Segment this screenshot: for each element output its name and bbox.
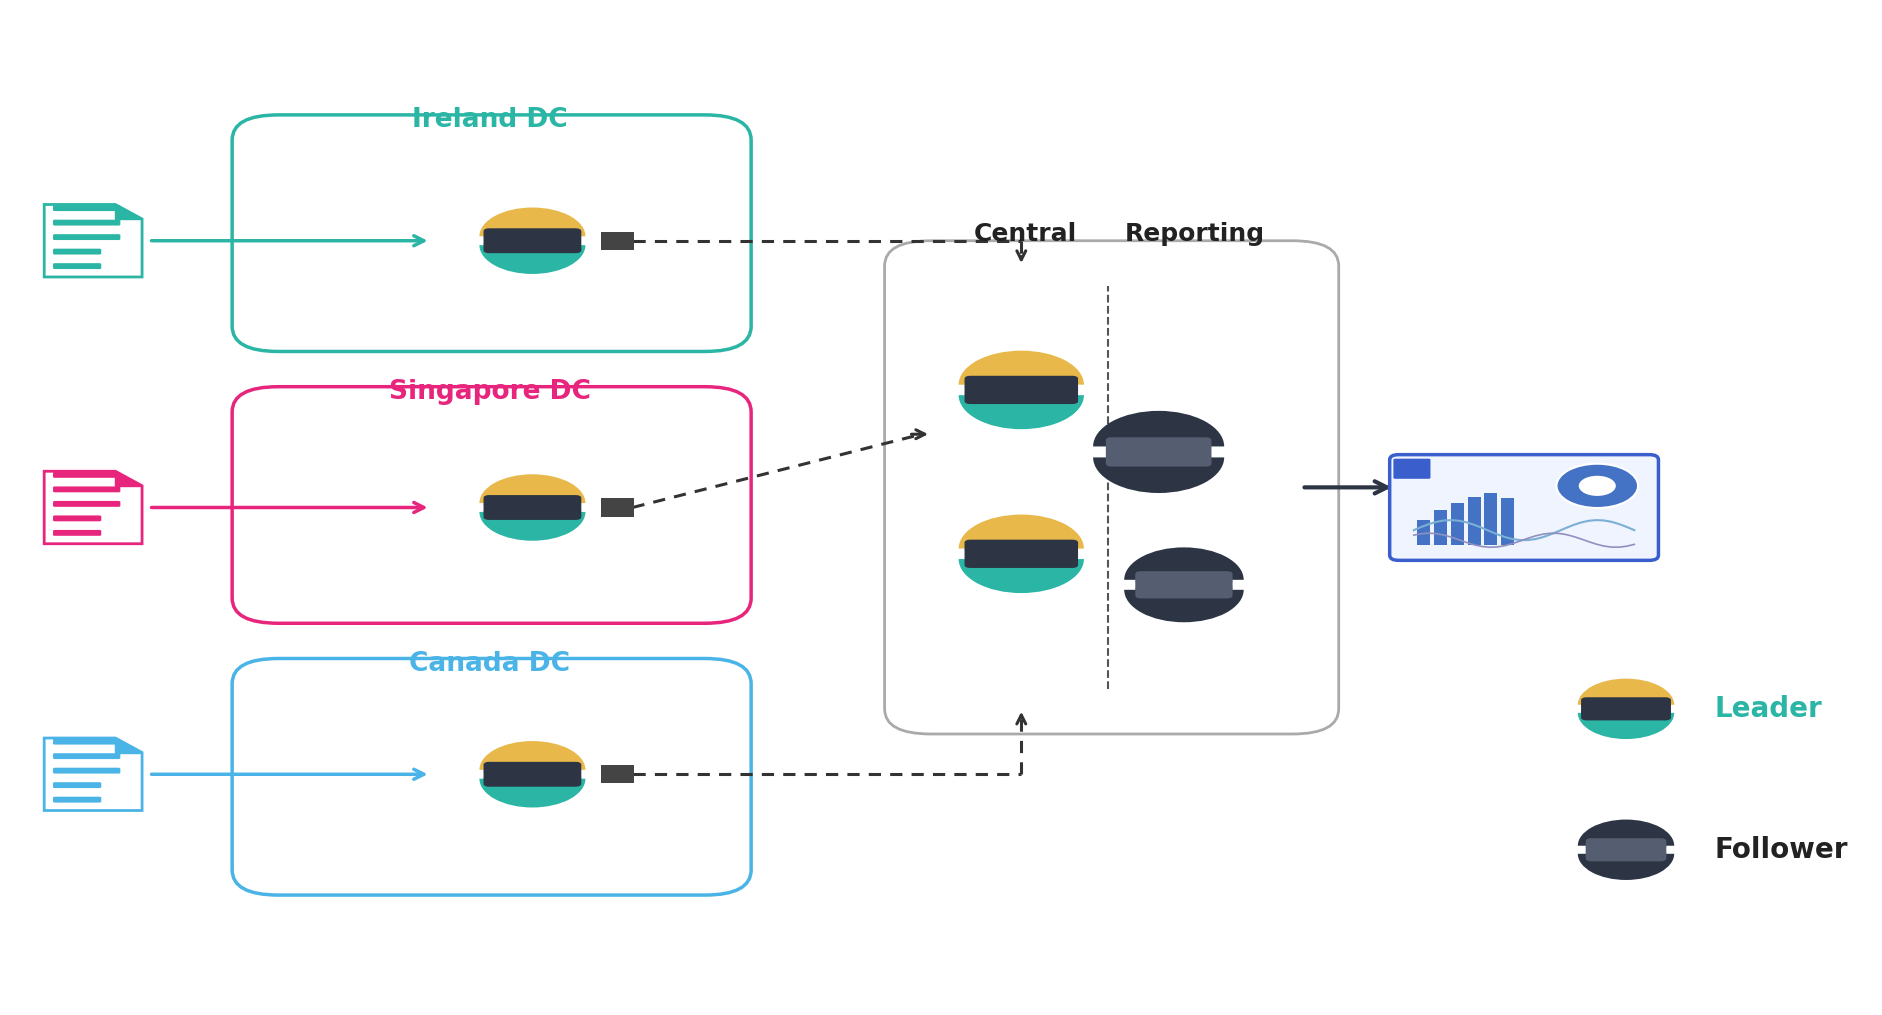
FancyBboxPatch shape <box>53 263 102 269</box>
FancyBboxPatch shape <box>1417 520 1430 545</box>
FancyBboxPatch shape <box>484 242 582 253</box>
Polygon shape <box>43 738 141 811</box>
Polygon shape <box>115 471 141 486</box>
Text: Reporting: Reporting <box>1124 221 1265 246</box>
FancyBboxPatch shape <box>1581 709 1669 721</box>
FancyBboxPatch shape <box>484 495 582 506</box>
Wedge shape <box>1124 547 1242 580</box>
Text: Central: Central <box>973 221 1077 246</box>
Wedge shape <box>1577 854 1673 880</box>
FancyBboxPatch shape <box>53 739 120 745</box>
FancyBboxPatch shape <box>1466 497 1479 545</box>
FancyBboxPatch shape <box>1105 437 1210 451</box>
FancyBboxPatch shape <box>53 767 120 773</box>
Wedge shape <box>1124 590 1242 622</box>
FancyBboxPatch shape <box>484 768 582 781</box>
Circle shape <box>1556 464 1637 508</box>
Text: Canada DC: Canada DC <box>408 651 570 677</box>
FancyBboxPatch shape <box>1434 510 1447 545</box>
Polygon shape <box>115 738 141 752</box>
FancyBboxPatch shape <box>1135 579 1233 591</box>
FancyBboxPatch shape <box>1105 454 1210 467</box>
Polygon shape <box>115 204 141 219</box>
Text: Singapore DC: Singapore DC <box>390 379 591 405</box>
Text: Ireland DC: Ireland DC <box>412 107 566 133</box>
Wedge shape <box>480 246 585 274</box>
FancyBboxPatch shape <box>53 753 120 759</box>
FancyBboxPatch shape <box>484 234 582 247</box>
FancyBboxPatch shape <box>1393 459 1430 479</box>
FancyBboxPatch shape <box>1105 446 1210 459</box>
FancyBboxPatch shape <box>53 472 120 478</box>
FancyBboxPatch shape <box>964 547 1078 560</box>
Wedge shape <box>1577 679 1673 704</box>
FancyBboxPatch shape <box>600 498 634 517</box>
FancyBboxPatch shape <box>1135 586 1233 599</box>
Circle shape <box>1577 476 1615 496</box>
FancyBboxPatch shape <box>53 516 102 522</box>
FancyBboxPatch shape <box>53 530 102 536</box>
FancyBboxPatch shape <box>964 540 1078 552</box>
Text: Follower: Follower <box>1715 835 1848 864</box>
Wedge shape <box>480 512 585 541</box>
Wedge shape <box>480 779 585 808</box>
Polygon shape <box>43 204 141 277</box>
FancyBboxPatch shape <box>484 762 582 773</box>
Wedge shape <box>1577 713 1673 739</box>
FancyBboxPatch shape <box>1585 851 1666 862</box>
FancyBboxPatch shape <box>1483 493 1496 545</box>
Wedge shape <box>958 350 1084 385</box>
Wedge shape <box>1577 819 1673 845</box>
FancyBboxPatch shape <box>600 231 634 250</box>
FancyBboxPatch shape <box>1585 838 1666 850</box>
FancyBboxPatch shape <box>53 783 102 788</box>
FancyBboxPatch shape <box>600 765 634 784</box>
FancyBboxPatch shape <box>964 384 1078 396</box>
FancyBboxPatch shape <box>1581 703 1669 715</box>
FancyBboxPatch shape <box>53 501 120 506</box>
Wedge shape <box>480 474 585 503</box>
FancyBboxPatch shape <box>53 234 120 241</box>
Wedge shape <box>958 559 1084 593</box>
Polygon shape <box>43 471 141 544</box>
FancyBboxPatch shape <box>1581 697 1669 708</box>
Wedge shape <box>1093 411 1223 447</box>
Text: Leader: Leader <box>1715 695 1822 723</box>
FancyBboxPatch shape <box>1585 844 1666 856</box>
FancyBboxPatch shape <box>1389 455 1658 560</box>
Wedge shape <box>480 741 585 769</box>
FancyBboxPatch shape <box>1500 498 1513 545</box>
Wedge shape <box>480 207 585 236</box>
FancyBboxPatch shape <box>484 228 582 240</box>
FancyBboxPatch shape <box>53 205 120 211</box>
FancyBboxPatch shape <box>484 509 582 520</box>
Wedge shape <box>1093 458 1223 493</box>
Wedge shape <box>958 395 1084 429</box>
FancyBboxPatch shape <box>964 376 1078 389</box>
FancyBboxPatch shape <box>53 486 120 492</box>
FancyBboxPatch shape <box>964 555 1078 568</box>
FancyBboxPatch shape <box>484 775 582 787</box>
FancyBboxPatch shape <box>964 392 1078 404</box>
FancyBboxPatch shape <box>1135 571 1233 584</box>
FancyBboxPatch shape <box>53 797 102 803</box>
FancyBboxPatch shape <box>484 501 582 514</box>
FancyBboxPatch shape <box>53 249 102 255</box>
FancyBboxPatch shape <box>53 219 120 225</box>
FancyBboxPatch shape <box>1449 503 1462 545</box>
Wedge shape <box>958 515 1084 548</box>
